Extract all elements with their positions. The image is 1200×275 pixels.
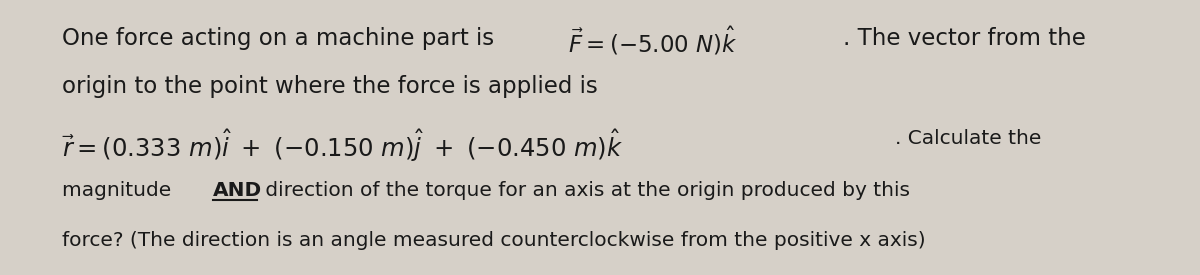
Text: origin to the point where the force is applied is: origin to the point where the force is a… [62,75,598,98]
Text: force? (The direction is an angle measured counterclockwise from the positive x : force? (The direction is an angle measur… [62,231,925,250]
Text: AND: AND [214,181,262,200]
Text: One force acting on a machine part is: One force acting on a machine part is [62,27,502,50]
Text: direction of the torque for an axis at the origin produced by this: direction of the torque for an axis at t… [259,181,910,200]
Text: $\vec{r} = (0.333\ m)\hat{i}\ +\ (-0.150\ m)\hat{j}\ +\ (-0.450\ m)\hat{k}$: $\vec{r} = (0.333\ m)\hat{i}\ +\ (-0.150… [62,127,623,164]
Text: . The vector from the: . The vector from the [842,27,1086,50]
Text: . Calculate the: . Calculate the [895,129,1042,148]
Text: $\vec{F} = (-5.00\ N)\hat{k}$: $\vec{F} = (-5.00\ N)\hat{k}$ [568,25,738,57]
Text: magnitude: magnitude [62,181,178,200]
